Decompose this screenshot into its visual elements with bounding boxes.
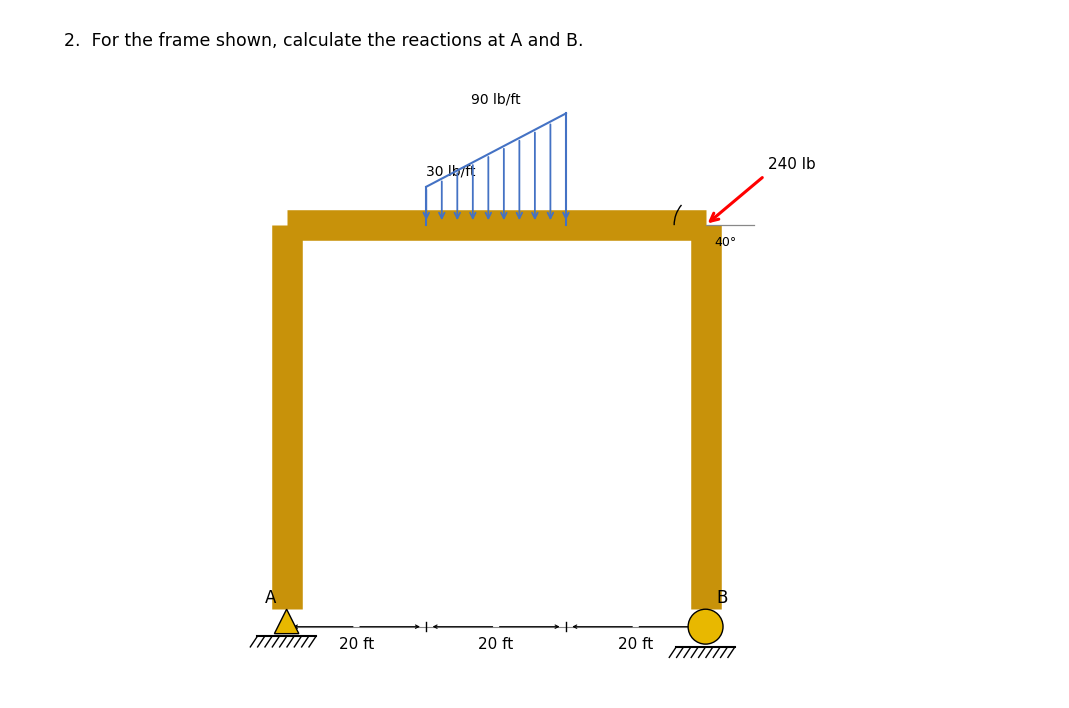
Text: B: B	[716, 589, 727, 607]
Text: 2.  For the frame shown, calculate the reactions at A and B.: 2. For the frame shown, calculate the re…	[64, 32, 584, 50]
Circle shape	[688, 609, 723, 644]
Text: A: A	[265, 589, 276, 607]
Text: 20 ft: 20 ft	[339, 637, 374, 652]
Text: 90 lb/ft: 90 lb/ft	[471, 93, 521, 106]
Text: 240 lb: 240 lb	[768, 157, 816, 172]
Text: 40°: 40°	[715, 236, 738, 249]
Text: 20 ft: 20 ft	[479, 637, 514, 652]
Text: 30 lb/ft: 30 lb/ft	[427, 164, 476, 178]
Polygon shape	[275, 609, 299, 634]
Text: 20 ft: 20 ft	[618, 637, 653, 652]
